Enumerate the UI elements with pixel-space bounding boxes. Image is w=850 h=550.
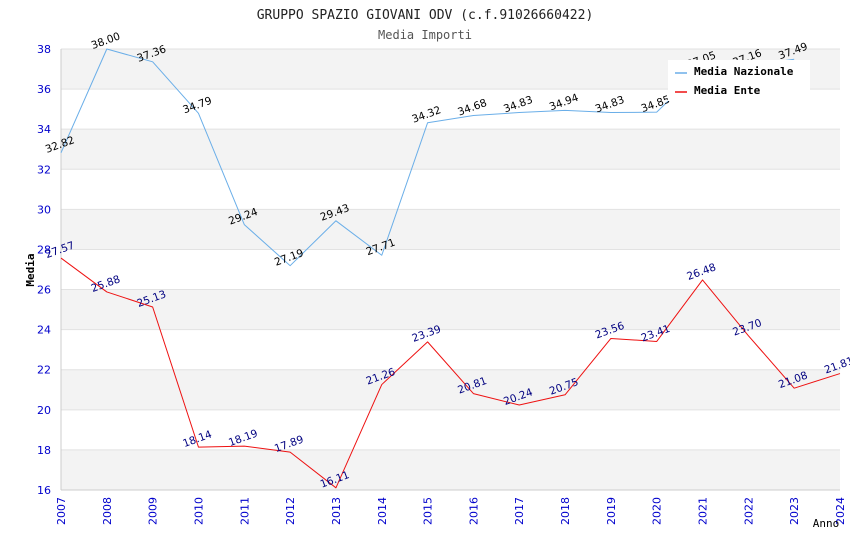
x-tick-label: 2017 — [513, 497, 526, 525]
grid-band — [61, 289, 840, 330]
x-tick-label: 2018 — [559, 497, 572, 525]
x-tick-label: 2011 — [238, 497, 251, 525]
x-tick-label: 2020 — [651, 497, 664, 525]
x-tick-labels: 2007 2008 2009 2010 2011 2012 2013 2014 2015 2016… — [55, 497, 847, 525]
chart-title: GRUPPO SPAZIO GIOVANI ODV (c.f.910266604… — [257, 8, 594, 23]
x-tick-label: 2009 — [147, 497, 160, 525]
y-tick-label: 26 — [37, 284, 51, 297]
y-tick-label: 32 — [37, 163, 51, 176]
y-tick-label: 22 — [37, 364, 51, 377]
x-tick-label: 2013 — [330, 497, 343, 525]
legend-label-ente: Media Ente — [694, 84, 761, 97]
y-tick-label: 38 — [37, 43, 51, 56]
x-tick-label: 2008 — [101, 497, 114, 525]
grid-band — [61, 449, 840, 490]
grid-band — [61, 209, 840, 250]
grid-band — [61, 249, 840, 290]
y-axis-label: Media — [24, 253, 37, 286]
legend-label-nazionale: Media Nazionale — [694, 65, 794, 78]
y-tick-label: 30 — [37, 203, 51, 216]
y-tick-label: 20 — [37, 404, 51, 417]
x-tick-label: 2016 — [467, 497, 480, 525]
x-axis-label: Anno — [813, 517, 840, 530]
grid-band — [61, 329, 840, 370]
x-tick-label: 2023 — [788, 497, 801, 525]
axes — [60, 49, 840, 491]
series-line-ente — [60, 257, 841, 489]
grid-band — [61, 369, 840, 410]
legend: Media Nazionale Media Ente — [668, 60, 810, 101]
y-tick-label: 34 — [37, 123, 51, 136]
x-tick-label: 2021 — [697, 497, 710, 525]
x-tick-label: 2010 — [192, 497, 205, 525]
grid-bands — [61, 48, 840, 491]
legend-box — [668, 60, 810, 101]
x-tick-label: 2014 — [376, 497, 389, 525]
x-tick-label: 2022 — [742, 497, 755, 525]
x-tick-label: 2012 — [284, 497, 297, 525]
chart-subtitle: Media Importi — [378, 28, 472, 42]
y-tick-labels: 16 18 20 22 24 26 28 30 32 34 36 38 — [37, 43, 51, 497]
grid-band — [61, 129, 840, 170]
y-tick-label: 24 — [37, 324, 51, 337]
y-tick-label: 18 — [37, 444, 51, 457]
x-tick-label: 2015 — [422, 497, 435, 525]
y-tick-label: 16 — [37, 484, 51, 497]
grid-band — [61, 169, 840, 210]
grid-band — [61, 409, 840, 450]
x-tick-label: 2024 — [834, 497, 847, 525]
y-tick-label: 28 — [37, 243, 51, 256]
x-tick-label: 2007 — [55, 497, 68, 525]
y-tick-label: 36 — [37, 83, 51, 96]
x-tick-label: 2019 — [605, 497, 618, 525]
